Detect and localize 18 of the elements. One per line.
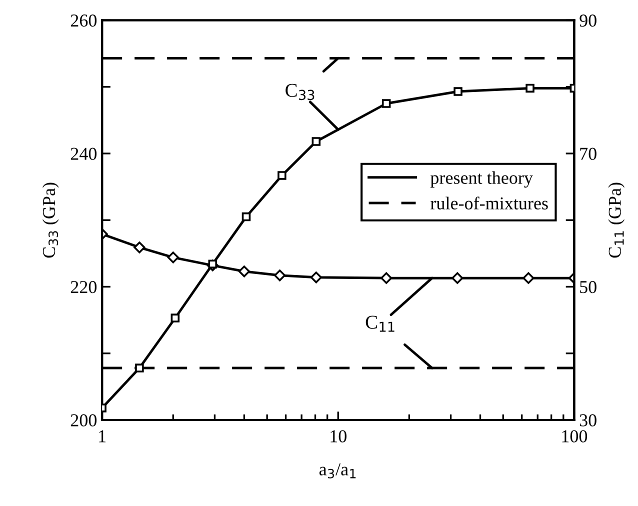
y-tick-label: 260 — [70, 14, 97, 27]
x-tick-label: 10 — [330, 430, 346, 442]
x-tick-label: 1 — [99, 430, 106, 442]
x-axis-title: a$_{3}$/a$_{1}$ — [319, 463, 356, 478]
y2-tick-label: 90 — [580, 14, 596, 27]
legend-label: rule-of-mixtures — [430, 196, 548, 210]
y2-axis-title: C$_{11}$ (GPa) — [608, 182, 625, 258]
y-tick-label: 240 — [70, 148, 97, 160]
annotation: C$_{33}$ — [286, 84, 314, 100]
y-tick-label: 220 — [70, 280, 97, 294]
y-tick-label: 200 — [70, 414, 97, 426]
y2-tick-label: 30 — [580, 414, 596, 426]
y2-tick-label: 70 — [580, 148, 596, 160]
y2-tick-label: 50 — [580, 280, 596, 294]
y-axis-title: C$_{33}$ (GPa) — [42, 182, 59, 258]
annotation: C$_{11}$ — [366, 316, 394, 332]
x-tick-label: 100 — [562, 430, 588, 442]
legend-label: present theory — [430, 171, 533, 188]
